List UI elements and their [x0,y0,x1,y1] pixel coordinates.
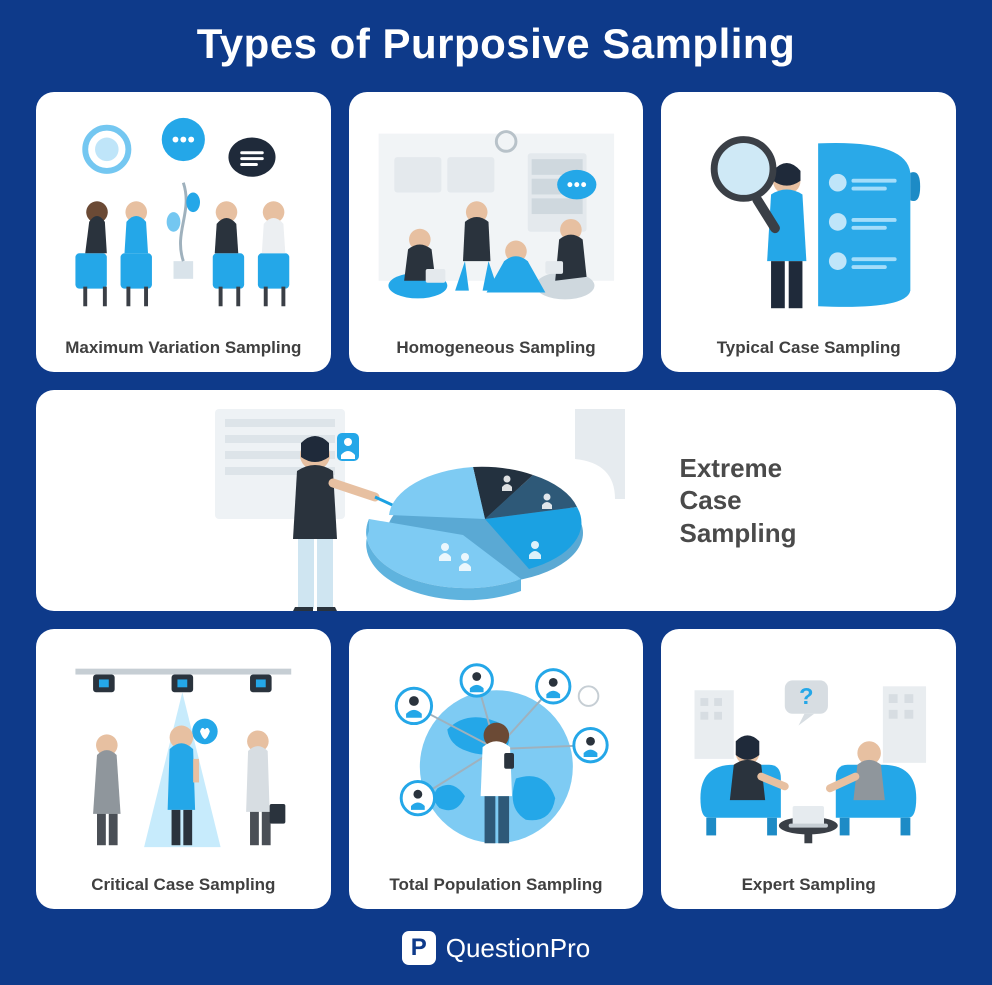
svg-text:?: ? [800,683,814,709]
card-typical-case: Typical Case Sampling [661,92,956,372]
briefcase-icon [270,804,286,824]
illo-spotlight [46,639,321,869]
card-label: Total Population Sampling [389,875,602,895]
person-2 [121,201,152,306]
illo-pointer-pie [195,390,655,611]
avatar-dot-icon [829,174,847,192]
illo-magnifier-scroll [671,102,946,332]
infographic-root: Types of Purposive Sampling [0,0,992,985]
avatar-node-icon [396,688,431,723]
illo-group-floor [359,102,634,332]
card-homogeneous: Homogeneous Sampling [349,92,644,372]
brand-text: QuestionPro [446,933,591,964]
card-maximum-variation: Maximum Variation Sampling [36,92,331,372]
bottom-row: Critical Case Sampling [36,629,956,909]
person-1 [75,201,107,306]
card-extreme-case: Extreme Case Sampling [36,390,956,611]
wide-card-label: Extreme Case Sampling [679,452,796,550]
wide-label-line-1: Extreme [679,452,796,485]
card-expert-sampling: ? [661,629,956,909]
person-4 [258,201,289,306]
wide-label-line-2: Case [679,484,796,517]
magnifier-icon [714,140,773,199]
illo-globe-network [359,639,634,869]
card-total-population: Total Population Sampling [349,629,644,909]
avatar-node-icon [536,670,569,703]
avatar-node-icon [461,665,492,696]
spotlight-1 [93,675,115,693]
person-side-right [246,730,285,845]
bubble-inner [95,138,119,162]
logo-badge: P [402,931,436,965]
card-label: Homogeneous Sampling [396,338,595,358]
card-critical-case: Critical Case Sampling [36,629,331,909]
spotlight-3 [250,675,272,693]
bubble-lines-icon [228,138,275,177]
small-globe-icon [578,686,598,706]
card-label: Maximum Variation Sampling [65,338,301,358]
illo-group-discussion [46,102,321,332]
phone-icon [504,753,514,769]
illo-couch-interview: ? [671,639,946,869]
logo-letter: P [411,934,427,962]
spotlight-2 [172,675,194,693]
avatar-node-icon [573,728,606,761]
laptop-icon [425,269,445,283]
page-title: Types of Purposive Sampling [36,20,956,68]
avatar-node-icon [401,781,434,814]
wide-label-line-3: Sampling [679,517,796,550]
footer-brand: P QuestionPro [36,931,956,965]
person-3 [213,201,244,306]
card-label: Typical Case Sampling [717,338,901,358]
card-label: Expert Sampling [742,875,876,895]
laptop-icon [793,806,824,826]
card-label: Critical Case Sampling [91,875,275,895]
top-row: Maximum Variation Sampling [36,92,956,372]
person-side-left [93,734,120,845]
